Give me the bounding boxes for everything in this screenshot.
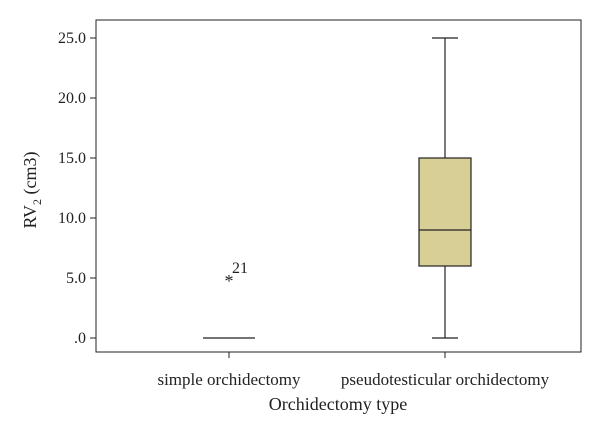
y-axis-title-subscript: 2 bbox=[30, 199, 44, 205]
y-tick-label: 25.0 bbox=[58, 30, 86, 47]
x-axis-title: Orchidectomy type bbox=[269, 394, 407, 414]
x-tick-label: simple orchidectomy bbox=[157, 370, 301, 389]
x-tick-label: pseudotesticular orchidectomy bbox=[341, 370, 550, 389]
y-tick-label: 5.0 bbox=[66, 270, 86, 287]
plot-frame bbox=[95, 19, 582, 353]
y-axis-title-unit: (cm3) bbox=[20, 151, 41, 198]
box-iqr bbox=[418, 157, 472, 267]
y-axis-title-base: RV bbox=[20, 205, 40, 229]
y-axis-title: RV2 (cm3) bbox=[20, 151, 44, 228]
outlier-marker: * bbox=[225, 271, 234, 291]
y-tick-label: 10.0 bbox=[58, 210, 86, 227]
box-group bbox=[418, 37, 472, 339]
outlier-label: 21 bbox=[232, 260, 248, 277]
y-tick-label: .0 bbox=[74, 330, 86, 347]
y-tick-label: 15.0 bbox=[58, 150, 86, 167]
box-group: *21 bbox=[203, 260, 255, 339]
y-tick-label: 20.0 bbox=[58, 90, 86, 107]
boxes: *21 bbox=[203, 37, 472, 339]
x-axis: simple orchidectomy pseudotesticular orch… bbox=[157, 352, 550, 389]
y-axis: .0 5.0 10.0 15.0 20.0 25.0 bbox=[58, 30, 96, 347]
